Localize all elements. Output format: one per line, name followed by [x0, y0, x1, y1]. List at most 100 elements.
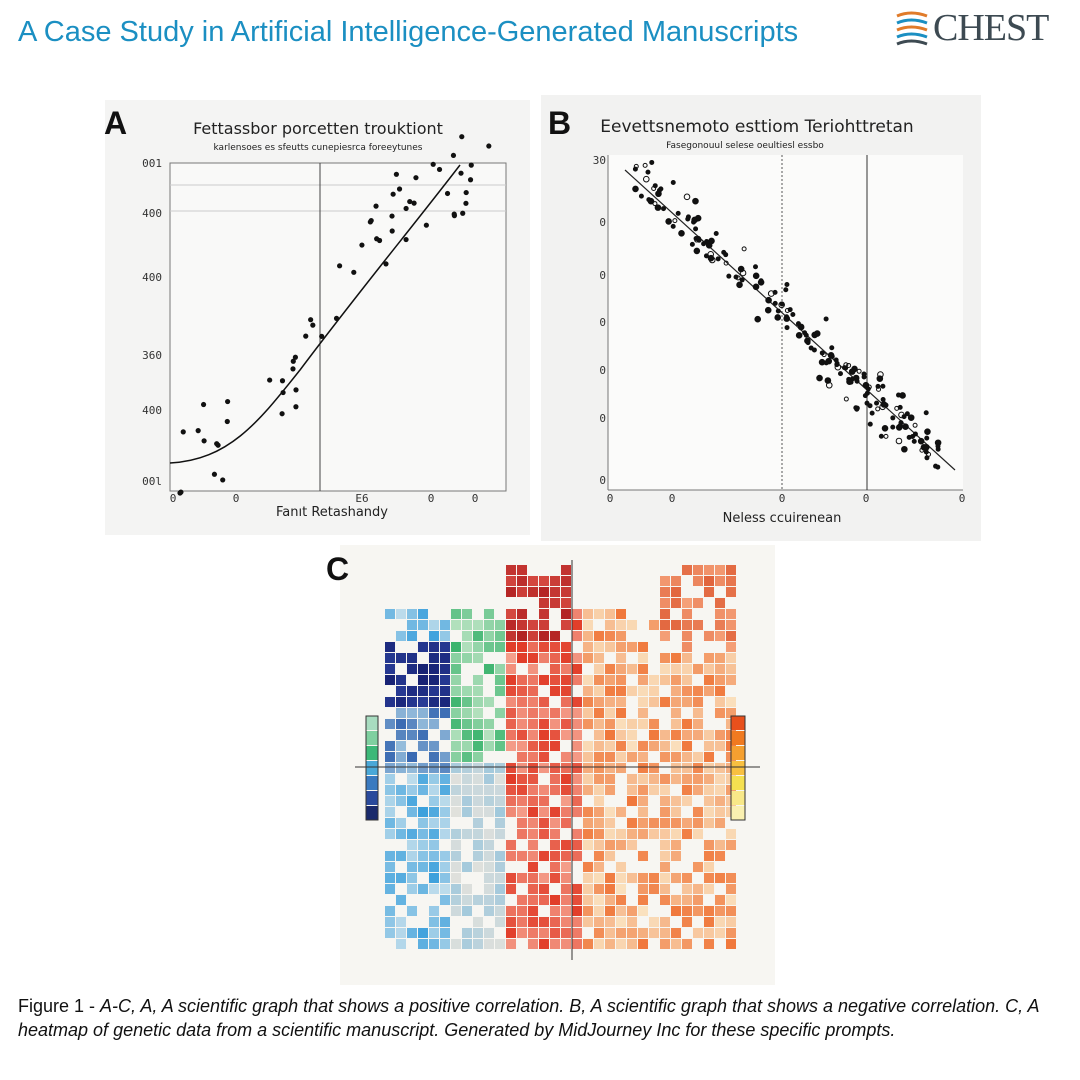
heatmap-cell: [660, 939, 670, 949]
dot: [337, 263, 343, 269]
heatmap-cell: [638, 653, 648, 663]
heatmap-cell: [550, 807, 560, 817]
heatmap-cell: [638, 774, 648, 784]
heatmap-cell: [638, 741, 648, 751]
heatmap-cell: [704, 730, 714, 740]
heatmap-cell: [473, 620, 483, 630]
heatmap-cell: [649, 873, 659, 883]
heatmap-cell: [704, 565, 714, 575]
heatmap-cell: [605, 895, 615, 905]
dot: [393, 171, 399, 177]
dot: [645, 169, 651, 175]
heatmap-cell: [627, 620, 637, 630]
dot: [869, 410, 875, 416]
heatmap: [366, 565, 745, 949]
heatmap-cell: [649, 741, 659, 751]
legend-cell: [366, 791, 378, 805]
heatmap-cell: [506, 884, 516, 894]
heatmap-cell: [528, 796, 538, 806]
heatmap-cell: [473, 741, 483, 751]
heatmap-cell: [550, 653, 560, 663]
heatmap-cell: [572, 631, 582, 641]
heatmap-cell: [605, 752, 615, 762]
heatmap-cell: [594, 840, 604, 850]
heatmap-cell: [462, 697, 472, 707]
heatmap-cell: [561, 884, 571, 894]
heatmap-cell: [385, 818, 395, 828]
dot: [389, 228, 395, 234]
heatmap-cell: [462, 862, 472, 872]
heatmap-cell: [671, 774, 681, 784]
heatmap-cell: [726, 829, 736, 839]
heatmap-cell: [594, 917, 604, 927]
heatmap-cell: [660, 587, 670, 597]
heatmap-cell: [594, 664, 604, 674]
heatmap-cell: [682, 774, 692, 784]
heatmap-cell: [572, 708, 582, 718]
heatmap-cell: [550, 631, 560, 641]
heatmap-cell: [638, 642, 648, 652]
dot: [896, 392, 902, 398]
heatmap-cell: [726, 884, 736, 894]
dot: [805, 340, 811, 346]
heatmap-cell: [605, 675, 615, 685]
dot: [843, 362, 849, 368]
heatmap-cell: [693, 719, 703, 729]
heatmap-cell: [495, 675, 505, 685]
heatmap-cell: [396, 829, 406, 839]
y-tick-label: 360: [142, 349, 162, 362]
heatmap-cell: [429, 763, 439, 773]
dot: [741, 246, 747, 252]
heatmap-cell: [550, 642, 560, 652]
heatmap-cell: [671, 851, 681, 861]
heatmap-cell: [682, 675, 692, 685]
heatmap-cell: [583, 906, 593, 916]
heatmap-cell: [429, 642, 439, 652]
heatmap-cell: [440, 774, 450, 784]
heatmap-cell: [396, 917, 406, 927]
heatmap-cell: [638, 785, 648, 795]
heatmap-cell: [473, 653, 483, 663]
heatmap-cell: [572, 917, 582, 927]
heatmap-cell: [671, 576, 681, 586]
dot: [224, 418, 230, 425]
heatmap-cell: [440, 620, 450, 630]
heatmap-cell: [638, 829, 648, 839]
legend-cell: [366, 776, 378, 790]
heatmap-cell: [638, 807, 648, 817]
heatmap-cell: [495, 741, 505, 751]
heatmap-cell: [605, 818, 615, 828]
heatmap-cell: [594, 807, 604, 817]
heatmap-cell: [704, 631, 714, 641]
heatmap-cell: [484, 851, 494, 861]
heatmap-cell: [594, 631, 604, 641]
heatmap-cell: [528, 884, 538, 894]
heatmap-cell: [517, 785, 527, 795]
dot: [733, 274, 739, 280]
heatmap-cell: [440, 664, 450, 674]
heatmap-cell: [429, 873, 439, 883]
heatmap-cell: [407, 609, 417, 619]
heatmap-cell: [528, 840, 538, 850]
dot: [403, 205, 409, 212]
heatmap-cell: [385, 829, 395, 839]
heatmap-cell: [649, 675, 659, 685]
heatmap-cell: [539, 873, 549, 883]
heatmap-cell: [693, 906, 703, 916]
legend-cell: [731, 761, 745, 775]
heatmap-cell: [506, 939, 516, 949]
heatmap-cell: [429, 664, 439, 674]
heatmap-cell: [605, 708, 615, 718]
heatmap-cell: [715, 730, 725, 740]
dot: [919, 447, 925, 453]
heatmap-cell: [440, 796, 450, 806]
heatmap-cell: [517, 697, 527, 707]
caption-prefix: Figure 1 -: [18, 996, 101, 1016]
heatmap-cell: [715, 818, 725, 828]
heatmap-cell: [638, 763, 648, 773]
dot: [642, 175, 650, 183]
dot: [665, 218, 672, 225]
heatmap-cell: [451, 752, 461, 762]
dot: [912, 422, 918, 428]
heatmap-cell: [528, 763, 538, 773]
